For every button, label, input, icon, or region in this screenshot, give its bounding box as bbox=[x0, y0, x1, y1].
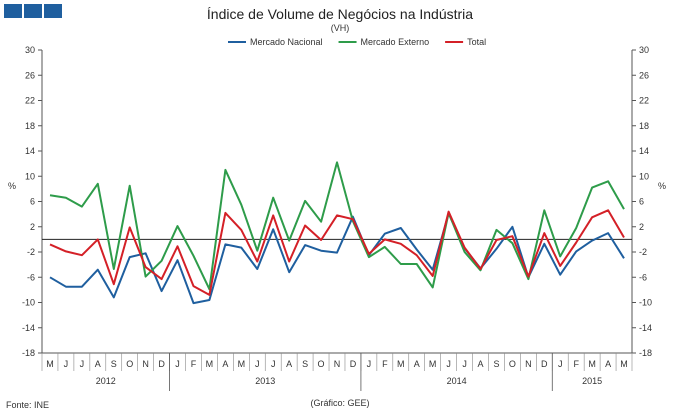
y-tick-label-left: -6 bbox=[27, 272, 35, 282]
y-tick-label-left: 26 bbox=[25, 70, 35, 80]
y-tick-label-left: 22 bbox=[25, 96, 35, 106]
source-label: Fonte: INE bbox=[6, 400, 50, 410]
x-tick-label: S bbox=[493, 359, 499, 369]
x-tick-label: J bbox=[271, 359, 276, 369]
y-tick-label-right: 22 bbox=[639, 96, 649, 106]
x-tick-label: O bbox=[126, 359, 133, 369]
brand-logo-block-1 bbox=[4, 4, 22, 18]
y-tick-label-right: 18 bbox=[639, 121, 649, 131]
y-tick-label-left: 6 bbox=[30, 197, 35, 207]
brand-logo-block-2 bbox=[24, 4, 42, 18]
chart-title: Índice de Volume de Negócios na Indústri… bbox=[206, 6, 474, 22]
y-tick-label-left: 14 bbox=[25, 146, 35, 156]
y-tick-label-right: 6 bbox=[639, 197, 644, 207]
x-tick-label: M bbox=[206, 359, 214, 369]
x-tick-label: S bbox=[302, 359, 308, 369]
x-tick-label: O bbox=[509, 359, 516, 369]
x-tick-label: D bbox=[158, 359, 165, 369]
x-tick-label: N bbox=[142, 359, 149, 369]
x-tick-label: M bbox=[397, 359, 405, 369]
x-tick-label: A bbox=[414, 359, 420, 369]
x-tick-label: M bbox=[620, 359, 628, 369]
y-tick-label-right: 10 bbox=[639, 171, 649, 181]
x-tick-label: J bbox=[367, 359, 372, 369]
x-tick-label: M bbox=[238, 359, 246, 369]
x-tick-label: A bbox=[478, 359, 484, 369]
x-tick-label: F bbox=[573, 359, 579, 369]
x-tick-label: J bbox=[80, 359, 85, 369]
x-tick-label: A bbox=[286, 359, 292, 369]
y-tick-label-right: 30 bbox=[639, 45, 649, 55]
x-tick-label: M bbox=[588, 359, 596, 369]
y-tick-label-left: 30 bbox=[25, 45, 35, 55]
x-tick-label: J bbox=[446, 359, 451, 369]
y-tick-label-left: -10 bbox=[22, 298, 35, 308]
x-tick-label: D bbox=[541, 359, 548, 369]
y-tick-label-right: -6 bbox=[639, 272, 647, 282]
x-tick-label: J bbox=[255, 359, 260, 369]
y-tick-label-left: -14 bbox=[22, 323, 35, 333]
series-line-mercado-externo bbox=[49, 161, 625, 291]
year-label: 2014 bbox=[447, 376, 467, 386]
x-tick-label: A bbox=[95, 359, 101, 369]
y-tick-label-left: -2 bbox=[27, 247, 35, 257]
y-tick-label-left: 10 bbox=[25, 171, 35, 181]
x-tick-label: J bbox=[558, 359, 563, 369]
x-tick-label: A bbox=[605, 359, 611, 369]
y-axis-label-right: % bbox=[658, 181, 667, 191]
year-label: 2015 bbox=[582, 376, 602, 386]
y-tick-label-right: -10 bbox=[639, 298, 652, 308]
y-tick-label-right: -14 bbox=[639, 323, 652, 333]
legend-label-mercado-nacional: Mercado Nacional bbox=[250, 37, 323, 47]
brand-logo-block-3 bbox=[44, 4, 62, 18]
y-axis-label-left: % bbox=[8, 181, 17, 191]
y-tick-label-left: 18 bbox=[25, 121, 35, 131]
y-tick-label-left: -18 bbox=[22, 348, 35, 358]
y-tick-label-right: 2 bbox=[639, 222, 644, 232]
chart-credit: (Gráfico: GEE) bbox=[310, 398, 370, 408]
x-tick-label: O bbox=[318, 359, 325, 369]
x-tick-label: A bbox=[222, 359, 228, 369]
y-tick-label-right: -18 bbox=[639, 348, 652, 358]
y-tick-label-right: 14 bbox=[639, 146, 649, 156]
series-line-total bbox=[49, 209, 625, 296]
x-tick-label: J bbox=[175, 359, 180, 369]
x-tick-label: S bbox=[111, 359, 117, 369]
legend-label-total: Total bbox=[467, 37, 486, 47]
legend-label-mercado-externo: Mercado Externo bbox=[361, 37, 430, 47]
y-tick-label-right: 26 bbox=[639, 70, 649, 80]
x-tick-label: M bbox=[46, 359, 54, 369]
x-tick-label: J bbox=[462, 359, 467, 369]
x-tick-label: N bbox=[334, 359, 341, 369]
y-tick-label-right: -2 bbox=[639, 247, 647, 257]
year-label: 2013 bbox=[255, 376, 275, 386]
x-tick-label: N bbox=[525, 359, 532, 369]
year-label: 2012 bbox=[96, 376, 116, 386]
x-tick-label: M bbox=[429, 359, 437, 369]
chart-subtitle: (VH) bbox=[330, 23, 350, 33]
y-tick-label-left: 2 bbox=[30, 222, 35, 232]
x-tick-label: J bbox=[64, 359, 69, 369]
x-tick-label: D bbox=[350, 359, 357, 369]
x-tick-label: F bbox=[382, 359, 388, 369]
x-tick-label: F bbox=[191, 359, 197, 369]
